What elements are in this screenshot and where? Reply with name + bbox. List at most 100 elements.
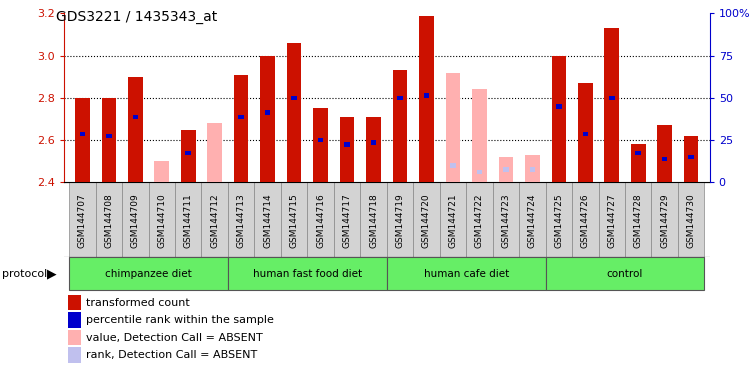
Bar [387,182,413,257]
Text: GSM144724: GSM144724 [528,194,537,248]
Bar [287,43,301,182]
Bar [80,131,85,136]
Bar [334,182,360,257]
Bar [366,117,381,182]
Bar [477,169,482,174]
Text: ▶: ▶ [47,267,56,280]
Text: GSM144730: GSM144730 [686,194,695,248]
Bar [155,161,169,182]
Bar [445,73,460,182]
Bar [583,131,588,136]
Bar [318,138,324,142]
Text: GSM144708: GSM144708 [104,194,113,248]
Bar [545,182,572,257]
Bar [106,134,112,138]
Text: GSM144723: GSM144723 [502,194,511,248]
Bar [149,182,175,257]
Bar [387,257,545,290]
Bar [419,16,434,182]
Text: GSM144711: GSM144711 [184,194,193,248]
Text: human fast food diet: human fast food diet [253,268,362,279]
Bar [207,123,222,182]
Text: GSM144707: GSM144707 [78,194,87,248]
Bar [101,98,116,182]
Bar [657,125,672,182]
Bar [291,96,297,100]
Bar [578,83,593,182]
Bar [75,98,89,182]
Text: GSM144725: GSM144725 [554,194,563,248]
Bar [185,151,191,155]
Bar [307,182,334,257]
Bar [572,182,599,257]
Text: GSM144709: GSM144709 [131,194,140,248]
Text: GSM144715: GSM144715 [290,194,299,248]
Text: GSM144721: GSM144721 [448,194,457,248]
Bar [339,117,354,182]
Bar [472,89,487,182]
Bar [371,140,376,145]
Text: GSM144726: GSM144726 [581,194,590,248]
Bar [424,93,430,98]
Text: GSM144722: GSM144722 [475,194,484,248]
Bar [181,129,195,182]
Bar [228,257,387,290]
Bar [228,182,255,257]
Text: GSM144712: GSM144712 [210,194,219,248]
Text: GSM144716: GSM144716 [316,194,325,248]
Bar [625,182,651,257]
Bar [450,163,456,168]
Bar [635,151,641,155]
Bar [265,110,270,115]
Text: GSM144714: GSM144714 [263,194,272,248]
Bar [503,167,508,172]
Text: transformed count: transformed count [86,298,190,308]
Text: GSM144720: GSM144720 [422,194,431,248]
Text: rank, Detection Call = ABSENT: rank, Detection Call = ABSENT [86,350,258,360]
Text: GDS3221 / 1435343_at: GDS3221 / 1435343_at [56,10,218,23]
Text: GSM144729: GSM144729 [660,194,669,248]
Bar [493,182,519,257]
Bar [684,136,698,182]
Bar [556,104,562,109]
Bar [529,167,535,172]
Text: GSM144727: GSM144727 [608,194,617,248]
Bar [662,157,668,162]
Bar [599,182,625,257]
Bar [545,257,704,290]
Bar [95,182,122,257]
Bar [344,142,350,147]
Text: GSM144718: GSM144718 [369,194,378,248]
Text: GSM144717: GSM144717 [342,194,351,248]
Bar [466,182,493,257]
Bar [175,182,201,257]
Text: value, Detection Call = ABSENT: value, Detection Call = ABSENT [86,333,263,343]
Text: protocol: protocol [2,268,47,279]
Bar [413,182,439,257]
Text: GSM144719: GSM144719 [396,194,405,248]
Bar [393,70,407,182]
Bar [631,144,646,182]
Bar [313,108,328,182]
Text: GSM144710: GSM144710 [157,194,166,248]
Bar [360,182,387,257]
Text: GSM144713: GSM144713 [237,194,246,248]
Bar [605,28,619,182]
Bar [439,182,466,257]
Bar [201,182,228,257]
Bar [397,96,403,100]
Bar [281,182,307,257]
Bar [609,96,614,100]
Bar [69,182,95,257]
Bar [122,182,149,257]
Bar [255,182,281,257]
Text: percentile rank within the sample: percentile rank within the sample [86,315,274,325]
Bar [69,257,228,290]
Bar [261,56,275,182]
Bar [132,114,138,119]
Text: chimpanzee diet: chimpanzee diet [105,268,192,279]
Bar [519,182,545,257]
Bar [238,114,244,119]
Bar [128,77,143,182]
Text: human cafe diet: human cafe diet [424,268,508,279]
